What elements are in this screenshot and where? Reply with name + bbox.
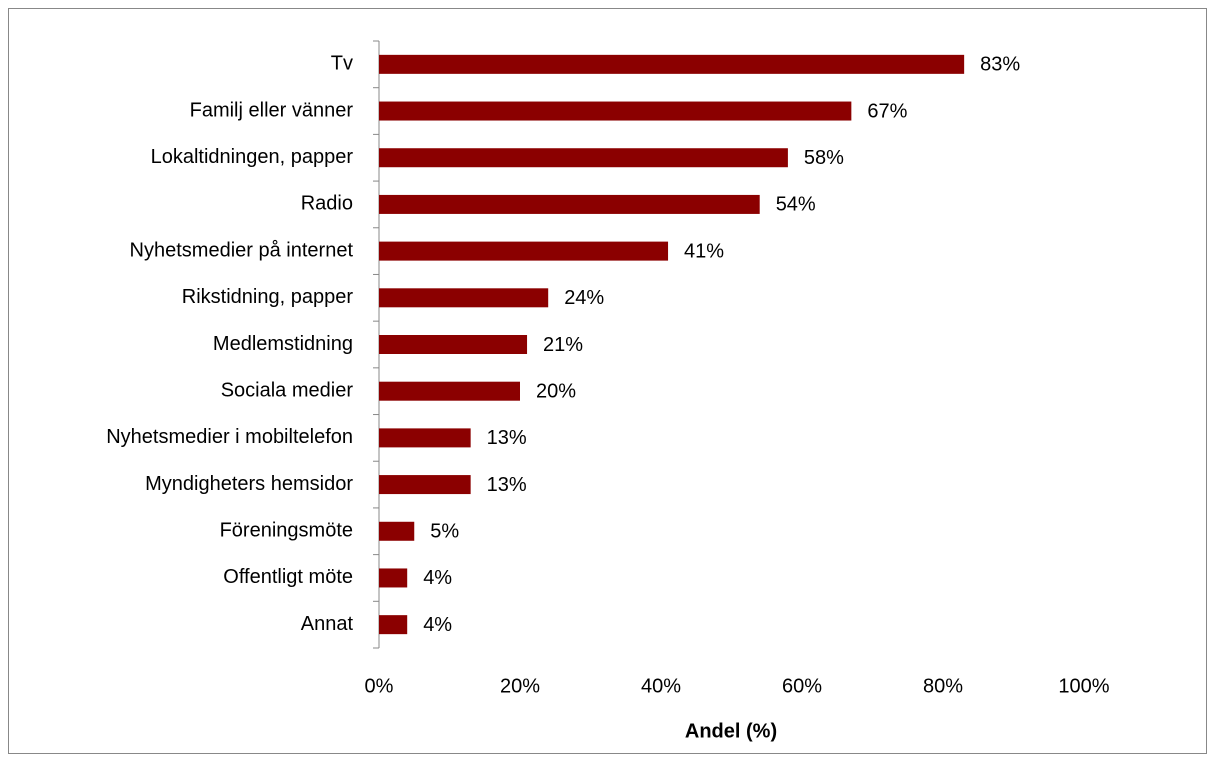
- y-tick-label: Rikstidning, papper: [182, 286, 354, 308]
- y-tick-label: Medlemstidning: [213, 333, 353, 355]
- y-tick-label: Tv: [331, 53, 353, 75]
- bar: [379, 54, 965, 74]
- y-tick-label: Nyhetsmedier i mobiltelefon: [106, 426, 353, 448]
- data-label: 13%: [487, 427, 527, 449]
- y-tick-label: Lokaltidningen, papper: [151, 146, 354, 168]
- y-tick-label: Nyhetsmedier på internet: [130, 239, 354, 261]
- data-label: 13%: [487, 474, 527, 496]
- x-tick-label: 40%: [641, 675, 681, 697]
- data-label: 83%: [980, 54, 1020, 76]
- x-axis-label: Andel (%): [685, 720, 777, 742]
- data-label: 58%: [804, 147, 844, 169]
- y-tick-label: Familj eller vänner: [190, 99, 354, 121]
- data-label: 54%: [776, 194, 816, 216]
- y-tick-label: Annat: [301, 613, 354, 635]
- x-tick-label: 80%: [923, 675, 963, 697]
- bar: [379, 568, 408, 588]
- chart-border: [8, 8, 1207, 754]
- bar: [379, 241, 669, 261]
- bar: [379, 288, 549, 308]
- bar: [379, 381, 520, 401]
- bar: [379, 101, 852, 121]
- x-tick-label: 100%: [1058, 675, 1109, 697]
- data-label: 24%: [564, 287, 604, 309]
- bar: [379, 335, 528, 354]
- x-tick-label: 20%: [500, 675, 540, 697]
- bar: [379, 194, 760, 214]
- bar: [379, 428, 471, 448]
- y-tick-label: Myndigheters hemsidor: [145, 473, 353, 495]
- data-label: 5%: [430, 521, 459, 543]
- y-tick-label: Sociala medier: [221, 379, 354, 401]
- y-tick-label: Offentligt möte: [223, 566, 353, 588]
- bar: [379, 475, 471, 495]
- data-label: 4%: [423, 567, 452, 589]
- x-tick-label: 60%: [782, 675, 822, 697]
- x-tick-label: 0%: [365, 675, 394, 697]
- bar: [379, 521, 415, 541]
- y-tick-label: Radio: [301, 193, 353, 215]
- bar: [379, 148, 788, 168]
- data-label: 4%: [423, 614, 452, 636]
- data-label: 67%: [867, 100, 907, 122]
- bar: [379, 615, 408, 635]
- data-label: 41%: [684, 240, 724, 262]
- data-label: 20%: [536, 380, 576, 402]
- y-tick-label: Föreningsmöte: [220, 520, 353, 542]
- data-label: 21%: [543, 334, 583, 356]
